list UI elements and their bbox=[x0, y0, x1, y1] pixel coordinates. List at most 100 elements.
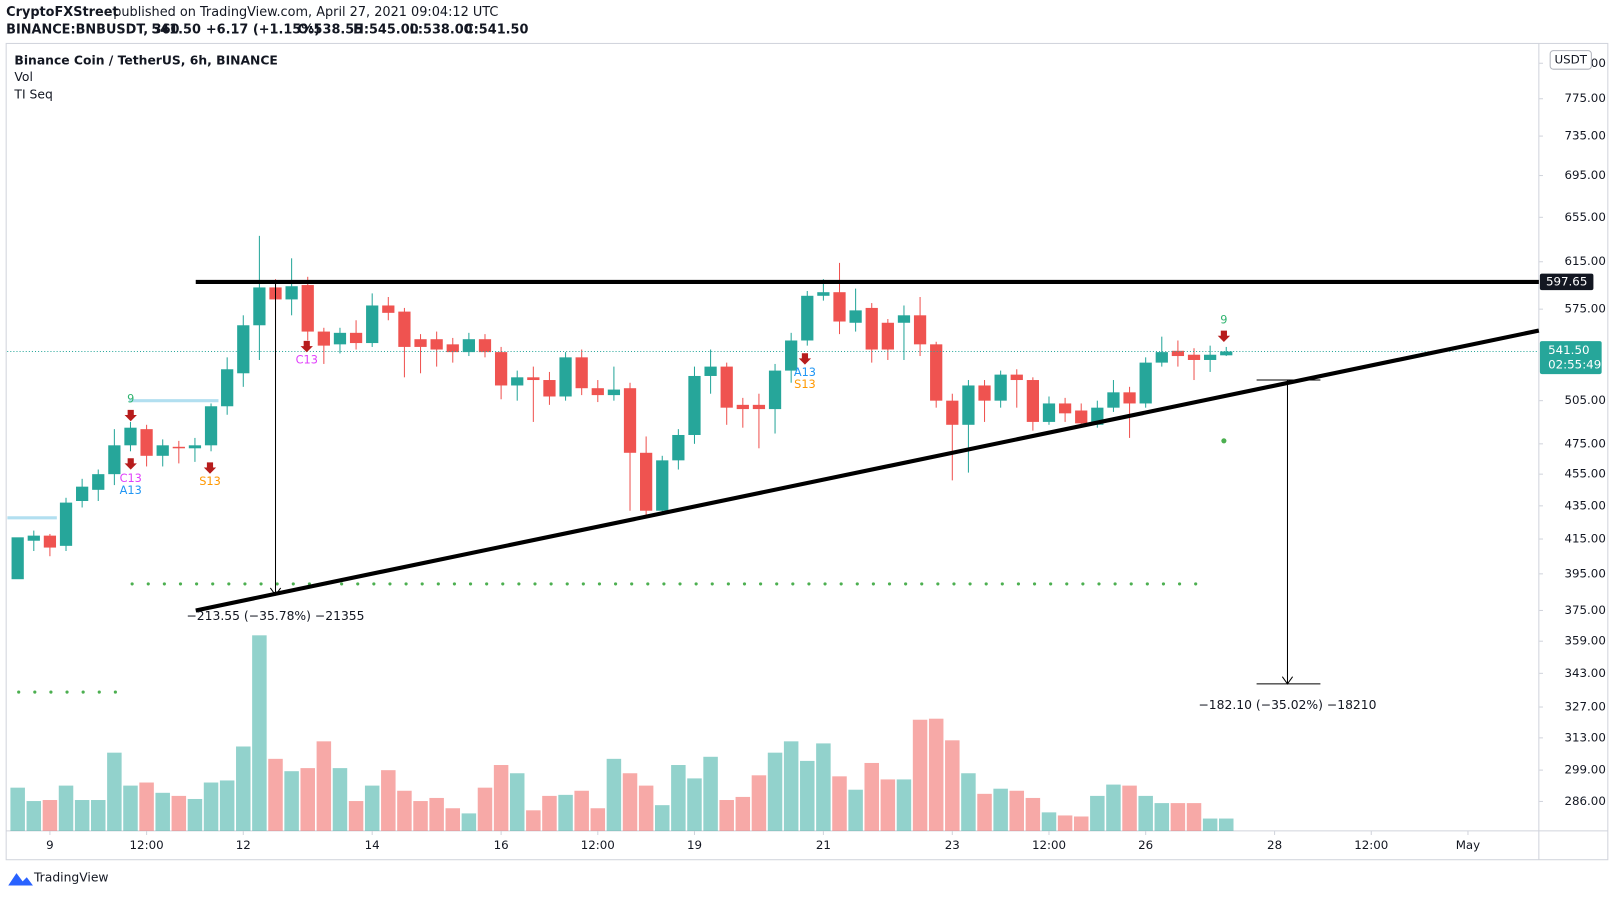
volume-bar bbox=[1154, 803, 1170, 831]
y-tick-label: 475.00 bbox=[1564, 436, 1605, 450]
volume-bar bbox=[783, 741, 799, 831]
seq-arrow bbox=[798, 353, 812, 365]
volume-bar bbox=[719, 800, 734, 831]
volume-bar bbox=[26, 801, 42, 831]
y-tick-label: 343.00 bbox=[1564, 666, 1605, 680]
candle-body bbox=[204, 406, 218, 446]
candle-body bbox=[237, 325, 250, 374]
resistance-label: 597.65 bbox=[1546, 274, 1587, 288]
candle-body bbox=[978, 385, 991, 401]
x-tick-label: 28 bbox=[1267, 838, 1282, 852]
volume-bar bbox=[1090, 795, 1105, 831]
logo-mark bbox=[8, 873, 33, 886]
volume-bar bbox=[526, 810, 541, 831]
y-tick-label: 395.00 bbox=[1564, 566, 1605, 580]
candle-body bbox=[1204, 354, 1217, 360]
candle-body bbox=[865, 307, 878, 350]
volume-bar bbox=[364, 785, 380, 831]
candle-body bbox=[1155, 352, 1168, 363]
candle-body bbox=[881, 322, 894, 350]
candle-body bbox=[301, 285, 314, 332]
candle-body bbox=[1187, 354, 1201, 360]
y-tick-label: 455.00 bbox=[1564, 467, 1605, 481]
candle-body bbox=[1123, 392, 1136, 404]
candle-body bbox=[11, 537, 24, 580]
y-tick-label: 313.00 bbox=[1564, 730, 1605, 744]
volume-bar bbox=[590, 808, 606, 831]
candle-body bbox=[930, 344, 943, 401]
candle-body bbox=[414, 339, 427, 347]
y-tick-label: 359.00 bbox=[1564, 634, 1605, 648]
seq-arrows bbox=[124, 330, 1231, 474]
volume-bar bbox=[397, 790, 412, 831]
volume-bar bbox=[880, 779, 896, 831]
x-tick-label: 19 bbox=[687, 838, 702, 852]
currency: USDT bbox=[1555, 52, 1588, 66]
x-tick-label: 12:00 bbox=[581, 838, 615, 852]
candle-body bbox=[1139, 362, 1152, 404]
x-tick-label: 16 bbox=[494, 838, 509, 852]
volume-bar bbox=[977, 793, 992, 831]
volume-bar bbox=[42, 800, 58, 831]
last-price-label: 541.50 bbox=[1548, 343, 1589, 357]
candle-body bbox=[92, 474, 105, 490]
y-tick-label: 505.00 bbox=[1564, 393, 1605, 407]
seq-label: A13 bbox=[794, 365, 816, 379]
volume-bar bbox=[622, 773, 638, 831]
candle-body bbox=[720, 366, 733, 408]
volume-bar bbox=[236, 746, 251, 831]
volume-bar bbox=[139, 782, 154, 831]
candle-body bbox=[736, 404, 749, 410]
quote-change: +6.17 (+1.15%) bbox=[206, 23, 320, 38]
volume-bar bbox=[945, 740, 960, 831]
indicator: TI Seq bbox=[13, 87, 52, 101]
candle-body bbox=[1026, 380, 1039, 422]
volume-bar bbox=[509, 773, 525, 831]
volume-bar bbox=[848, 789, 863, 831]
volume-bar bbox=[961, 773, 976, 831]
brand: TradingView bbox=[33, 871, 109, 885]
candle-body bbox=[172, 446, 185, 449]
frame bbox=[5, 42, 1609, 861]
volume-bar bbox=[1122, 785, 1137, 831]
measure-label: −213.55 (−35.78%) −21355 bbox=[186, 609, 364, 623]
y-tick-label: 655.00 bbox=[1564, 210, 1605, 224]
last-price-tag bbox=[1539, 341, 1602, 375]
volume-bar bbox=[671, 765, 686, 831]
indicator: Vol bbox=[14, 70, 32, 84]
volume-bar bbox=[1138, 795, 1153, 831]
seq-label: S13 bbox=[199, 474, 221, 488]
y-tick-label: 615.00 bbox=[1564, 254, 1605, 268]
volume-bar bbox=[1073, 816, 1089, 831]
volume-bar bbox=[1218, 818, 1234, 831]
seq-label: C13 bbox=[120, 471, 142, 485]
volume-bar bbox=[461, 813, 477, 831]
x-tick-label: 12:00 bbox=[1032, 838, 1066, 852]
volume-bar bbox=[1106, 784, 1121, 831]
y-tick-label: 735.00 bbox=[1564, 129, 1605, 143]
candle-body bbox=[1107, 392, 1120, 408]
seq-arrow bbox=[203, 462, 217, 474]
volume-bar bbox=[90, 800, 106, 831]
candle-body bbox=[672, 434, 685, 461]
candle-body bbox=[640, 452, 653, 511]
volume-bar bbox=[896, 779, 912, 831]
candle-body bbox=[333, 332, 347, 345]
candle-body bbox=[946, 400, 959, 425]
y-tick-label: 435.00 bbox=[1564, 498, 1605, 512]
quote-high: H:545.00 bbox=[353, 23, 419, 38]
seq-label: 9 bbox=[127, 392, 134, 406]
candle-body bbox=[688, 375, 701, 435]
quote-close: C:541.50 bbox=[464, 23, 528, 38]
candle-body bbox=[76, 486, 89, 501]
y-tick-label: 299.00 bbox=[1564, 763, 1605, 777]
measure-label: −182.10 (−35.02%) −18210 bbox=[1198, 698, 1376, 712]
seq-arrow bbox=[124, 409, 137, 422]
volume-bar bbox=[58, 785, 74, 831]
seq-label: 9 bbox=[1220, 312, 1227, 326]
candle-body bbox=[124, 427, 137, 446]
x-tick-label: 21 bbox=[816, 838, 831, 852]
volume-bar bbox=[107, 752, 122, 831]
candle-body bbox=[43, 535, 57, 548]
